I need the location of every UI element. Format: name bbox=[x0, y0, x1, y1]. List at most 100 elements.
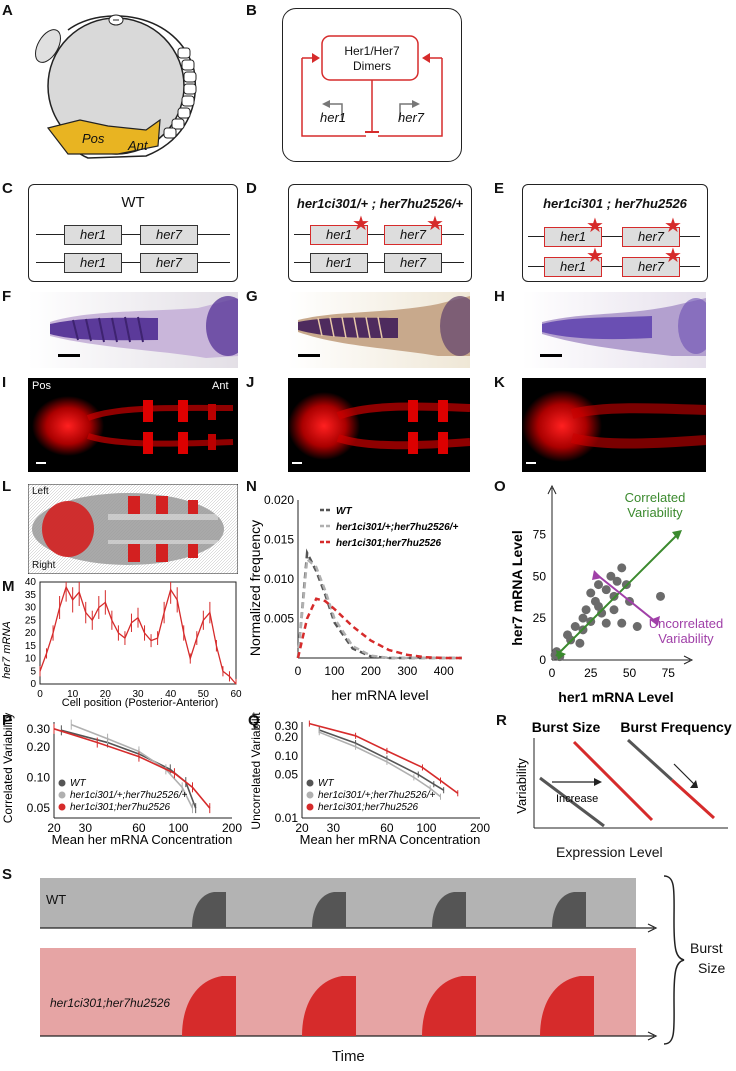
q-legend-label: her1ci301;her7hu2526 bbox=[318, 802, 419, 813]
s-wt-label: WT bbox=[46, 892, 67, 907]
o-point bbox=[656, 591, 665, 601]
o-point bbox=[617, 618, 627, 628]
n-xtick: 200 bbox=[361, 664, 381, 678]
panel-label-d: D bbox=[246, 180, 257, 197]
mutation-star-icon: ★ bbox=[586, 245, 604, 267]
o-point bbox=[586, 588, 596, 598]
o-point bbox=[606, 571, 616, 581]
gene-her7-label: her7 bbox=[398, 110, 425, 125]
q-xtick: 30 bbox=[327, 821, 341, 835]
gene-her1-mutant: her1 bbox=[544, 257, 602, 277]
o-point bbox=[578, 613, 588, 623]
q-legend-label: WT bbox=[318, 778, 334, 789]
p-xtick: 20 bbox=[47, 821, 61, 835]
p-series-line bbox=[70, 723, 194, 809]
mutation-star-icon: ★ bbox=[426, 213, 444, 235]
fluorescence-image-wt bbox=[28, 378, 238, 472]
o-ytick: 25 bbox=[533, 611, 547, 625]
s-wt-burst bbox=[552, 892, 586, 928]
p-legend-marker bbox=[58, 779, 66, 787]
n-ytick: 0.005 bbox=[264, 612, 294, 626]
p-legend-marker bbox=[58, 791, 66, 799]
right-label: Right bbox=[32, 560, 56, 571]
o-point bbox=[609, 591, 619, 601]
o-point bbox=[575, 638, 585, 648]
panel-label-m: M bbox=[2, 578, 15, 595]
uncorrelated-label: Uncorrelated Variability bbox=[648, 616, 724, 646]
q-ylabel: Uncorrelated Variability bbox=[249, 712, 263, 830]
p-legend-label: her1ci301/+;her7hu2526/+ bbox=[70, 790, 187, 801]
panel-label-s: S bbox=[2, 866, 13, 883]
m-xtick: 40 bbox=[165, 689, 177, 700]
m-ytick: 25 bbox=[25, 615, 37, 626]
o-point bbox=[594, 580, 603, 590]
s-mut-burst bbox=[422, 976, 476, 1036]
q-legend-marker bbox=[306, 791, 314, 799]
mutation-star-icon: ★ bbox=[586, 215, 604, 237]
left-label: Left bbox=[32, 486, 49, 497]
panel-label-p: P bbox=[2, 712, 13, 729]
s-time-label: Time bbox=[332, 1048, 365, 1065]
panel-label-r: R bbox=[496, 712, 507, 729]
n-xtick: 100 bbox=[324, 664, 344, 678]
m-ytick: 20 bbox=[25, 628, 37, 639]
m-xtick: 30 bbox=[132, 689, 144, 700]
o-xlabel: her1 mRNA Level bbox=[558, 689, 673, 705]
n-ytick: 0.010 bbox=[264, 572, 294, 586]
o-point bbox=[570, 622, 580, 631]
q-legend-label: her1ci301/+;her7hu2526/+ bbox=[318, 790, 435, 801]
p-ytick: 0.05 bbox=[27, 801, 51, 815]
brace-label-2: Size bbox=[698, 960, 726, 976]
stained-embryo-hom bbox=[522, 292, 706, 368]
s-wt-burst bbox=[192, 892, 226, 928]
panel-label-f: F bbox=[2, 288, 12, 305]
q-xtick: 20 bbox=[295, 821, 309, 835]
q-ytick: 0.01 bbox=[275, 811, 299, 825]
m-xtick: 20 bbox=[100, 689, 112, 700]
regulatory-circuit bbox=[301, 35, 443, 137]
n-xtick: 300 bbox=[397, 664, 417, 678]
schematic-r: Burst Size Burst Frequency Variability I… bbox=[514, 719, 732, 829]
n-legend-label: WT bbox=[336, 506, 352, 517]
o-point bbox=[601, 585, 611, 595]
o-ytick: 50 bbox=[533, 569, 547, 583]
stained-embryo-wt bbox=[28, 292, 238, 368]
chart-q: Uncorrelated Variability 0.01 0.05 0.10 0.2… bbox=[249, 712, 490, 847]
r-title-burst-size: Burst Size bbox=[532, 719, 601, 735]
q-xtick: 200 bbox=[470, 821, 490, 835]
m-ytick: 10 bbox=[25, 654, 37, 665]
mutation-star-icon: ★ bbox=[352, 213, 370, 235]
fluor-anterior-label: Ant bbox=[212, 380, 229, 392]
m-xtick: 60 bbox=[230, 689, 242, 700]
q-legend-marker bbox=[306, 803, 314, 811]
stained-embryo-het bbox=[288, 292, 470, 368]
o-point bbox=[609, 605, 619, 615]
o-point bbox=[612, 576, 622, 586]
panel-label-j: J bbox=[246, 374, 255, 391]
posterior-label: Pos bbox=[82, 131, 105, 146]
o-point bbox=[601, 618, 611, 628]
o-point bbox=[632, 622, 642, 631]
panel-label-e: E bbox=[494, 180, 505, 197]
o-xtick: 75 bbox=[662, 666, 676, 680]
genotype-box-wt bbox=[28, 184, 238, 282]
p-ytick: 0.10 bbox=[27, 770, 51, 784]
panel-label-i: I bbox=[2, 374, 7, 391]
gene-her7-mutant: her7 bbox=[384, 225, 442, 245]
fluorescence-image-hom bbox=[522, 378, 706, 472]
o-point bbox=[617, 563, 627, 573]
s-mut-burst bbox=[182, 976, 236, 1036]
embryo-diagram bbox=[35, 14, 197, 159]
cell-segmentation-map bbox=[28, 484, 238, 574]
m-xtick: 0 bbox=[37, 689, 43, 700]
n-ytick: 0.015 bbox=[264, 533, 294, 547]
r-xlabel: Expression Level bbox=[556, 844, 663, 860]
gene-her1: her1 bbox=[64, 253, 122, 273]
genotype-title-hom: her1ci301 ; her7hu2526 bbox=[543, 196, 687, 211]
n-xtick: 0 bbox=[295, 664, 302, 678]
p-legend-marker bbox=[58, 803, 66, 811]
o-xtick: 25 bbox=[584, 666, 598, 680]
s-mut-burst bbox=[540, 976, 594, 1036]
q-ytick: 0.10 bbox=[275, 749, 299, 763]
genotype-title-wt: WT bbox=[121, 194, 145, 211]
